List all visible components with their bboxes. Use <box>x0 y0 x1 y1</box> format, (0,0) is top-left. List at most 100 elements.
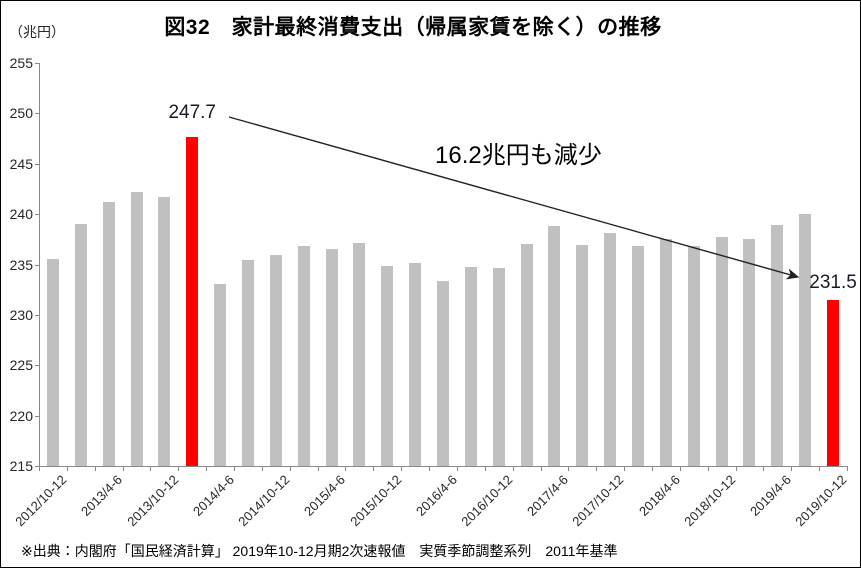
y-axis-tick-label: 225 <box>9 357 33 374</box>
x-axis-tick <box>791 466 793 471</box>
y-axis-tick-label: 255 <box>9 55 33 71</box>
x-axis-tick <box>373 466 375 471</box>
y-axis-tick-label: 235 <box>9 256 33 273</box>
x-axis-tick-label: 2019/10-12 <box>792 472 850 530</box>
y-axis-tick <box>35 314 39 316</box>
bar <box>715 237 728 466</box>
bar <box>214 283 227 466</box>
x-axis-tick <box>763 466 765 471</box>
x-axis-tick-label: 2017/10-12 <box>569 472 627 530</box>
bar <box>158 196 171 466</box>
bar <box>771 225 784 466</box>
bar <box>130 191 143 466</box>
x-axis-tick <box>178 466 180 471</box>
bar <box>548 226 561 466</box>
y-axis-tick-label: 245 <box>9 155 33 172</box>
bar <box>46 259 59 466</box>
y-axis-tick-label: 250 <box>9 105 33 122</box>
bar <box>381 265 394 466</box>
x-axis-tick-label: 2018/10-12 <box>681 472 739 530</box>
x-axis-tick <box>707 466 709 471</box>
peak-value-label: 247.7 <box>168 102 216 123</box>
x-axis-tick-label: 2013/10-12 <box>123 472 181 530</box>
x-axis-tick <box>651 466 653 471</box>
bar <box>269 255 282 466</box>
y-axis-tick <box>35 264 39 266</box>
x-axis-tick <box>261 466 263 471</box>
x-axis-tick <box>596 466 598 471</box>
x-axis-tick-label: 2016/4-6 <box>412 472 460 519</box>
x-axis-tick-label: 2013/4-6 <box>78 472 126 519</box>
bar <box>353 243 366 466</box>
bar <box>492 267 505 466</box>
y-axis-tick-label: 215 <box>9 458 33 474</box>
x-axis-tick-label: 2014/4-6 <box>189 472 237 519</box>
x-axis-tick <box>289 466 291 471</box>
bar <box>74 224 87 466</box>
y-axis-tick <box>35 466 39 467</box>
decline-annotation: 16.2兆円も減少 <box>435 142 602 169</box>
x-axis-line <box>39 466 848 467</box>
bar <box>632 246 645 466</box>
y-axis-tick <box>35 163 39 165</box>
highlighted-bar <box>827 299 840 466</box>
bar <box>464 266 477 466</box>
y-axis-tick-label: 230 <box>9 306 33 323</box>
x-axis-tick <box>512 466 514 471</box>
y-axis-tick <box>35 365 39 367</box>
highlighted-bar <box>186 136 199 466</box>
bar <box>659 239 672 466</box>
x-axis-tick-label: 2012/10-12 <box>12 472 70 530</box>
x-axis-tick-label: 2014/10-12 <box>235 472 293 530</box>
bar <box>687 246 700 466</box>
x-axis-tick-label: 2015/4-6 <box>301 472 349 519</box>
x-axis-tick <box>540 466 542 471</box>
x-axis-tick <box>456 466 458 471</box>
y-axis-tick <box>35 415 39 417</box>
x-axis-tick <box>568 466 570 471</box>
bar <box>297 246 310 466</box>
bar <box>520 244 533 466</box>
x-axis-tick <box>150 466 152 471</box>
latest-value-label: 231.5 <box>809 272 857 293</box>
x-axis-tick-label: 2015/10-12 <box>346 472 404 530</box>
x-axis-tick <box>206 466 208 471</box>
x-axis-tick <box>484 466 486 471</box>
y-axis-unit-label: （兆円） <box>9 24 65 40</box>
bar <box>325 249 338 466</box>
bar <box>799 214 812 466</box>
y-axis-line <box>39 63 40 466</box>
y-axis-tick-label: 220 <box>9 407 33 424</box>
bar <box>576 245 589 466</box>
x-axis-tick <box>847 466 848 471</box>
x-axis-tick-label: 2018/4-6 <box>635 472 683 519</box>
bar <box>437 280 449 466</box>
bar <box>409 263 422 466</box>
x-axis-tick <box>735 466 737 471</box>
source-note: ※出典：内閣府「国民経済計算」 2019年10-12月期2次速報値 実質季節調整… <box>21 543 618 559</box>
x-axis-tick <box>624 466 626 471</box>
x-axis-tick <box>234 466 236 471</box>
x-axis-tick <box>345 466 347 471</box>
x-axis-tick-label: 2016/10-12 <box>458 472 516 530</box>
y-axis-tick <box>35 113 39 115</box>
bar <box>241 260 254 466</box>
x-axis-tick <box>66 466 68 471</box>
x-axis-tick <box>679 466 681 471</box>
x-axis-tick-label: 2019/4-6 <box>747 472 794 519</box>
bar <box>604 233 617 466</box>
x-axis-tick <box>317 466 319 471</box>
x-axis-tick <box>39 466 40 471</box>
y-axis-tick <box>35 214 39 216</box>
y-axis-tick <box>35 63 39 64</box>
x-axis-tick-label: 2017/4-6 <box>524 472 572 519</box>
chart-title: 図32 家計最終消費支出（帰属家賃を除く）の推移 <box>164 16 662 39</box>
x-axis-tick <box>401 466 403 471</box>
bar <box>743 239 756 466</box>
x-axis-tick <box>122 466 124 471</box>
x-axis-tick <box>819 466 821 471</box>
x-axis-tick <box>94 466 96 471</box>
x-axis-tick <box>429 466 431 471</box>
y-axis-tick-label: 240 <box>9 206 33 223</box>
